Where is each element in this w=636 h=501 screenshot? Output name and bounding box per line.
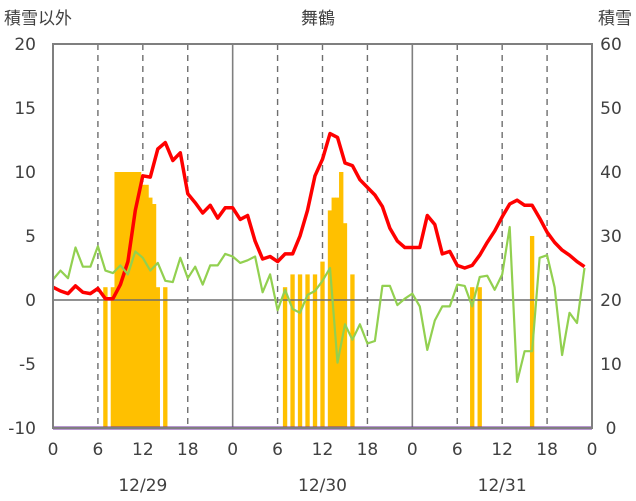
snow-depth-bar (335, 197, 340, 428)
date-label: 12/30 (298, 476, 347, 496)
snow-depth-bar (140, 184, 146, 428)
right-tick-label: 30 (600, 227, 622, 247)
snow-depth-bar (297, 274, 303, 428)
snow-depth-bar (470, 287, 475, 428)
right-axis-label: 積雪 (598, 9, 632, 29)
snow-depth-bar (529, 236, 535, 428)
snow-depth-bar (282, 287, 288, 428)
date-label: 12/31 (478, 476, 527, 496)
left-tick-label: 15 (14, 99, 36, 119)
right-tick-label: 0 (606, 419, 617, 439)
snow-depth-bar (305, 274, 310, 428)
x-tick-label: 18 (536, 440, 558, 460)
right-tick-label: 10 (600, 355, 622, 375)
x-tick-label: 0 (587, 440, 598, 460)
x-tick-label: 12 (312, 440, 334, 460)
snow-depth-bar (477, 287, 482, 428)
x-tick-label: 0 (407, 440, 418, 460)
snow-depth-bar (312, 274, 318, 428)
left-tick-label: -10 (8, 419, 36, 439)
left-axis-label: 積雪以外 (4, 9, 72, 29)
right-tick-label: 40 (600, 163, 622, 183)
snow-depth-bar (144, 184, 149, 428)
snow-depth-bar (290, 274, 295, 428)
left-tick-label: -5 (19, 355, 36, 375)
left-tick-label: 5 (25, 227, 36, 247)
x-tick-label: 12 (491, 440, 513, 460)
x-tick-label: 0 (48, 440, 59, 460)
snow-depth-bar (103, 287, 108, 428)
snow-depth-bar (327, 210, 333, 428)
temperature-line (52, 131, 586, 301)
snow-depth-bar (350, 274, 355, 428)
snow-depth-bar (155, 287, 160, 428)
chart-title: 舞鶴 (301, 9, 335, 29)
x-tick-label: 6 (93, 440, 104, 460)
right-tick-label: 60 (600, 35, 622, 55)
x-tick-label: 12 (132, 440, 154, 460)
snow-depth-bar (320, 261, 325, 428)
left-tick-label: 0 (25, 291, 36, 311)
left-tick-label: 10 (14, 163, 36, 183)
x-tick-label: 6 (452, 440, 463, 460)
right-tick-label: 50 (600, 99, 622, 119)
change-line (52, 225, 586, 383)
date-label: 12/29 (118, 476, 167, 496)
right-tick-label: 20 (600, 291, 622, 311)
x-tick-label: 18 (357, 440, 379, 460)
snow-depth-bar (148, 197, 153, 428)
x-tick-label: 18 (177, 440, 199, 460)
snow-depth-bar (110, 287, 116, 428)
x-tick-label: 6 (272, 440, 283, 460)
snow-depth-bar (151, 204, 157, 428)
x-tick-label: 0 (227, 440, 238, 460)
plot-frame (52, 43, 593, 429)
left-tick-label: 20 (14, 35, 36, 55)
snow-depth-bar (163, 287, 168, 428)
